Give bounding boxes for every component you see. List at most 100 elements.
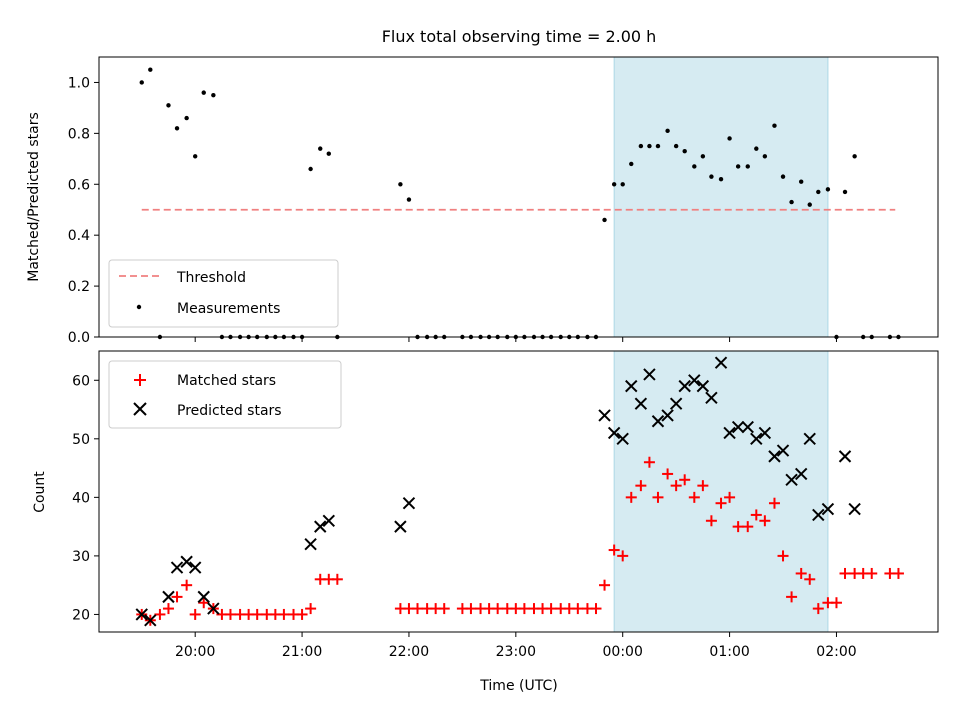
predicted-star-stroke: [135, 608, 148, 621]
measurements-legend-swatch: [136, 304, 142, 310]
measurement-point: [620, 182, 625, 187]
matched-star-point: [590, 603, 602, 615]
matched-star-point: [572, 603, 584, 615]
top-legend-box: [108, 259, 339, 328]
x-tick-label: 00:00: [603, 644, 643, 660]
predicted-star-stroke: [750, 432, 763, 446]
predicted-star-point: [812, 508, 825, 522]
matched-star-point: [278, 608, 290, 620]
predicted-star-point: [207, 602, 220, 615]
predicted-star-point: [714, 356, 728, 369]
matched-star-point: [724, 491, 736, 503]
matched-star-point: [759, 515, 771, 527]
predicted-star-point: [170, 561, 184, 574]
predicted-star-stroke: [688, 374, 701, 387]
matched-star-point: [518, 603, 530, 615]
matched-star-point: [688, 491, 700, 503]
matched-star-point: [198, 597, 210, 609]
predicted-star-stroke: [785, 473, 798, 486]
matched-star-point: [697, 480, 709, 492]
matched-star-point: [411, 603, 423, 615]
measurement-point: [816, 189, 821, 195]
predicted-star-point: [188, 561, 202, 574]
predicted-star-point: [394, 520, 407, 533]
matched-star-point: [492, 603, 504, 615]
measurement-point: [692, 164, 697, 169]
top-y-tick-label: 0.6: [68, 177, 90, 193]
matched-star-point: [635, 480, 647, 492]
predicted-star-point: [688, 374, 701, 387]
predicted-star-point: [705, 391, 718, 405]
measurement-point: [166, 103, 171, 108]
predicted-star-stroke: [848, 502, 861, 516]
bottom-y-tick-label: 20: [72, 607, 90, 623]
matched-star-point: [181, 579, 193, 591]
predicted-star-stroke: [651, 415, 665, 428]
measurement-point: [735, 164, 741, 169]
measurement-point: [673, 143, 679, 149]
matched-star-point: [812, 603, 824, 615]
predicted-star-stroke: [794, 467, 808, 481]
x-tick-label: 01:00: [709, 644, 749, 660]
matched-star-point: [608, 544, 620, 556]
predicted-star-stroke: [625, 379, 638, 393]
measurement-point: [602, 217, 607, 223]
top-y-tick-label: 0.2: [68, 279, 90, 295]
matched-star-point: [750, 509, 762, 521]
predicted-star-stroke: [803, 432, 816, 446]
predicted-star-point: [634, 397, 648, 410]
matched-star-point: [732, 521, 744, 533]
measurement-point: [201, 90, 206, 95]
predicted-star-point: [162, 590, 175, 604]
predicted-legend-label: Predicted stars: [177, 403, 282, 419]
measurement-point: [754, 146, 759, 151]
predicted-star-point: [180, 555, 193, 568]
matched-star-point: [786, 591, 798, 603]
measurement-point: [655, 143, 661, 149]
matched-star-point: [296, 608, 308, 620]
bottom-y-tick-label: 30: [72, 549, 90, 565]
predicted-star-point: [821, 502, 835, 516]
measurement-point: [174, 126, 180, 131]
matched-star-point: [742, 521, 754, 533]
matched-star-point: [171, 591, 183, 603]
predicted-star-point: [322, 514, 335, 527]
measurement-point: [611, 182, 617, 187]
predicted-star-point: [625, 379, 638, 393]
measurements-legend-label: Measurements: [177, 301, 280, 317]
measurement-point: [682, 148, 687, 154]
bottom-y-tick-label: 50: [72, 432, 90, 448]
matched-star-point: [715, 497, 727, 509]
bottom-y-ticks: 20 30 40 50 60: [72, 373, 99, 623]
top-y-ticks: 0.0 0.2 0.4 0.6 0.8 1.0: [68, 75, 99, 346]
predicted-star-point: [661, 409, 674, 422]
predicted-star-point: [598, 409, 611, 422]
matched-star-point: [662, 468, 674, 480]
matched-star-point: [331, 573, 343, 585]
predicted-star-stroke: [170, 561, 184, 574]
predicted-star-point: [651, 415, 665, 428]
matched-star-point: [305, 603, 317, 615]
predicted-star-stroke: [661, 409, 674, 422]
matched-star-point: [545, 603, 557, 615]
measurement-point: [798, 179, 804, 184]
predicted-star-points: [135, 356, 861, 627]
matched-star-point: [643, 456, 655, 468]
predicted-star-point: [643, 368, 656, 381]
measurement-point: [780, 174, 786, 179]
bottom-y-tick-label: 40: [72, 490, 90, 506]
measurement-point: [665, 128, 670, 134]
threshold-legend-label: Threshold: [176, 270, 246, 286]
predicted-star-point: [616, 432, 629, 446]
predicted-star-stroke: [705, 391, 718, 405]
top-legend: Threshold Measurements: [108, 259, 339, 328]
predicted-star-stroke: [696, 379, 710, 393]
predicted-star-stroke: [394, 520, 407, 533]
measurement-point: [184, 115, 189, 121]
predicted-star-point: [768, 450, 781, 463]
measurement-point: [629, 161, 634, 167]
predicted-star-point: [197, 590, 210, 604]
matched-star-point: [777, 550, 789, 562]
predicted-star-stroke: [714, 356, 728, 369]
